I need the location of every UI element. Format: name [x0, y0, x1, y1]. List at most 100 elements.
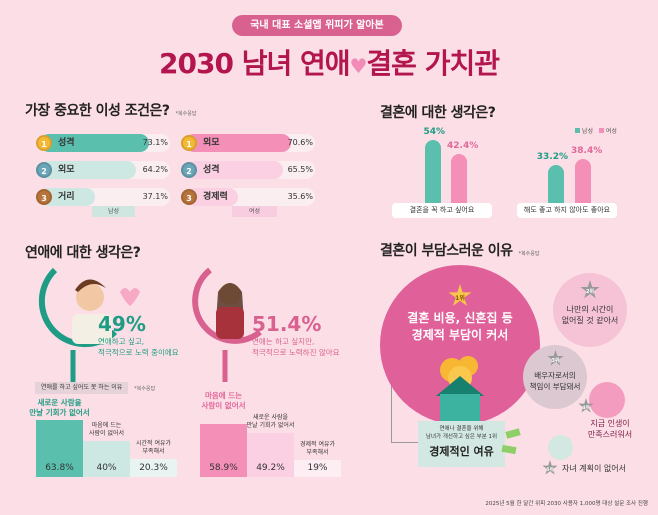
reason-label: 새로운 사람을 만날 기회가 없어서: [239, 414, 302, 430]
section-burden-title: 결혼이 부담스러운 이유: [380, 243, 513, 259]
rank-badge: 1위: [455, 295, 465, 302]
man-shirt: [72, 314, 112, 344]
title-right: 결혼 가치관: [366, 47, 500, 80]
reason-2-line1: 나만의 시간이: [566, 305, 614, 314]
female-condition-row: 3 경제력 35.6%: [181, 188, 315, 206]
legend: 남성 여성: [575, 126, 617, 135]
reason-value: 63.8%: [45, 462, 74, 473]
legend-female: 여성: [232, 206, 277, 217]
note: *복수응답: [134, 385, 156, 392]
rank-medal-icon: 2: [181, 162, 197, 178]
condition-value: 35.6%: [287, 192, 313, 201]
improvement-box: 연애나 결혼을 위해 남녀가 개선하고 싶은 부분 1위 경제적인 여유: [418, 421, 505, 467]
male-desc-2: 적극적으로 노력 중이에요: [98, 348, 179, 357]
reason-label-line: 새로운 사람을: [37, 397, 82, 407]
heart-icon: ♥: [349, 54, 367, 78]
note: *복수응답: [175, 111, 197, 117]
reason-bar: 19%: [294, 459, 341, 477]
reason-value: 58.9%: [209, 462, 238, 473]
house-money-icon: [436, 356, 484, 425]
footer-note: 2025년 5월 한 달간 위피 2030 사용자 1,000명 대상 설문 조…: [485, 501, 648, 507]
reason-label-line: 마음에 드는: [204, 390, 243, 400]
male-dating-pct: 49%: [98, 312, 146, 336]
condition-bar: [40, 188, 96, 206]
reasons-header: 연애를 하고 싶어도 못 하는 이유 *복수응답: [35, 382, 155, 394]
reason-label-line: 부족해서: [306, 448, 329, 456]
reason-label-line: 사람이 없어서: [88, 430, 125, 437]
reason-3: 배우자로서의 책임이 부담돼서: [518, 370, 592, 392]
rank-medal-icon: 2: [36, 162, 52, 178]
hearts-icon: [120, 288, 140, 306]
female-desc-2: 적극적으로 노력하진 않아요: [252, 348, 340, 357]
man-hair: [75, 279, 106, 292]
rank-medal-icon: 1: [181, 135, 197, 151]
section-conditions-header: 가장 중요한 이성 조건은? *복수응답: [25, 100, 196, 120]
reason-label-line: 경제적 여유가: [299, 440, 336, 448]
female-desc: 연애는 하고 싶지만, 적극적으로 노력하진 않아요: [252, 336, 340, 358]
reason-5: 자녀 계획이 없어서: [562, 464, 626, 473]
woman-dress: [216, 307, 244, 339]
reason-label: 새로운 사람을 만날 기회가 없어서: [28, 398, 91, 418]
bar-value-label: 42.4%: [447, 141, 479, 152]
male-desc-1: 연애하고 싶고,: [98, 337, 145, 346]
reasons-title: 연애를 하고 싶어도 못 하는 이유: [35, 382, 129, 394]
reason-label-line: 만날 기회가 없어서: [29, 407, 90, 417]
legend-male: 남성: [581, 128, 593, 135]
reason-label: 시간적 여유가 부족해서: [122, 440, 185, 456]
box-main: 경제적인 여유: [429, 445, 494, 458]
reason-bar: 49.2%: [247, 432, 294, 477]
rank-medal-icon: 3: [181, 189, 197, 205]
reason-circle-5: [548, 435, 573, 460]
reason-2: 나만의 시간이 없어질 것 같아서: [553, 304, 627, 326]
bar-male: [425, 140, 441, 205]
reason-bar: 58.9%: [200, 423, 247, 477]
female-desc-1: 연애는 하고 싶지만,: [252, 337, 315, 346]
condition-value: 73.1%: [142, 138, 168, 147]
reason-value: 20.3%: [139, 462, 168, 473]
reason-4-line2: 만족스러워서: [587, 430, 633, 439]
money-icon: [505, 428, 521, 439]
legend-swatch-female: [598, 128, 604, 133]
female-condition-row: 1 외모 70.6%: [181, 134, 315, 152]
reason-1-line2: 경제적 부담이 커서: [411, 328, 509, 342]
condition-bar: [185, 134, 291, 152]
female-condition-row: 2 성격 65.5%: [181, 161, 315, 179]
bar-value-label: 33.2%: [536, 152, 568, 163]
reason-label-line: 만날 기회가 없어서: [246, 421, 295, 429]
note: *복수응답: [518, 251, 540, 257]
category-label: 해도 좋고 하지 않아도 좋아요: [517, 203, 617, 218]
reason-label: 마음에 드는 사람이 없어서: [75, 422, 138, 438]
bar-female: [451, 154, 467, 205]
reason-value: 19%: [307, 462, 328, 473]
title-left: 2030 남녀 연애: [159, 47, 350, 80]
female-dating-pct: 51.4%: [252, 312, 322, 336]
condition-value: 70.6%: [287, 138, 313, 147]
reason-value: 40%: [96, 463, 117, 473]
reason-label: 경제적 여유가 부족해서: [286, 441, 349, 457]
bar-value-label: 38.4%: [571, 145, 603, 156]
condition-bar: [40, 161, 136, 179]
male-condition-row: 1 성격 73.1%: [36, 134, 170, 152]
reason-label-line: 시간적 여유가: [135, 439, 172, 447]
bar-female: [575, 158, 591, 205]
condition-bar: [185, 161, 283, 179]
reason-bar: 40%: [83, 441, 130, 477]
bar-male: [548, 165, 564, 205]
section-marriage-title: 결혼에 대한 생각은?: [380, 105, 496, 121]
condition-value: 37.1%: [142, 192, 168, 201]
legend-male: 남성: [92, 206, 135, 217]
reason-label-line: 새로운 사람을: [252, 413, 289, 421]
legend-female: 여성: [605, 128, 617, 135]
gender-symbols-illustration: [38, 267, 262, 382]
legend-swatch-male: [575, 128, 580, 133]
condition-bar: [185, 188, 239, 206]
rank-badge: 4위: [582, 406, 590, 411]
rank-badge: 5위: [546, 468, 554, 473]
reason-label: 마음에 드는 사람이 없어서: [192, 391, 255, 411]
reason-4-line1: 지금 인생이: [590, 419, 630, 428]
condition-label: 성격: [58, 138, 75, 148]
section-dating-title: 연애에 대한 생각은?: [25, 245, 141, 261]
condition-value: 64.2%: [142, 165, 168, 174]
reason-circle-4: [589, 382, 625, 418]
